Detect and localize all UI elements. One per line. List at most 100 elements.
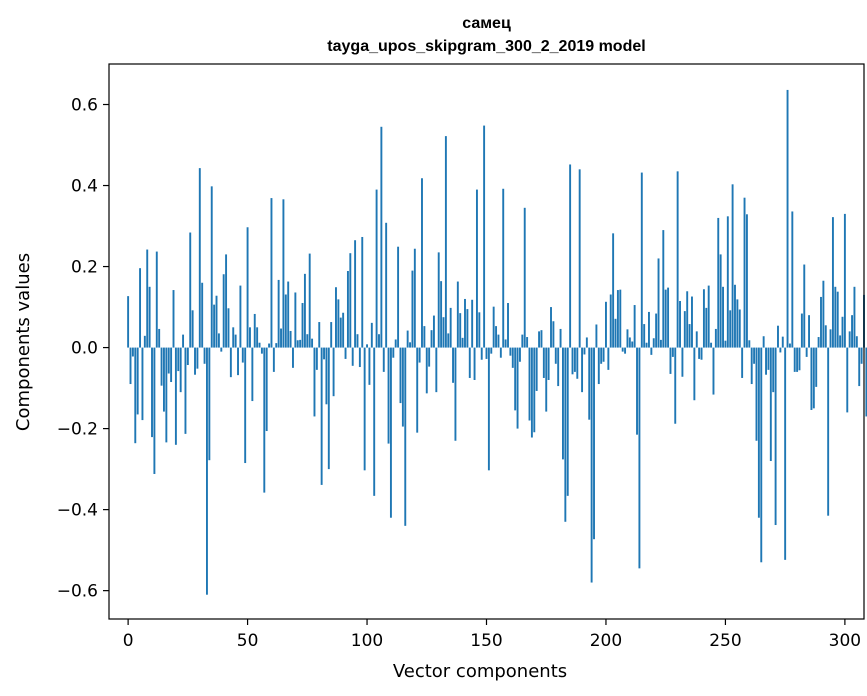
bar-304 <box>853 286 856 348</box>
bar-190 <box>581 347 584 393</box>
bar-32 <box>203 347 206 364</box>
x-tick-label: 200 <box>590 631 622 651</box>
bar-288 <box>815 347 818 387</box>
bar-216 <box>643 324 646 348</box>
bar-295 <box>831 217 834 348</box>
bar-2 <box>131 347 134 357</box>
bar-64 <box>280 328 282 348</box>
bar-230 <box>676 171 679 348</box>
bar-37 <box>215 295 218 348</box>
bar-114 <box>399 347 402 404</box>
bar-299 <box>841 316 844 348</box>
bar-42 <box>227 308 230 348</box>
bar-62 <box>275 343 278 348</box>
bar-161 <box>511 347 514 368</box>
bar-92 <box>346 271 349 348</box>
bar-151 <box>487 347 490 471</box>
bar-129 <box>435 347 438 393</box>
bar-10 <box>151 347 153 438</box>
bar-119 <box>411 270 414 348</box>
bar-63 <box>277 279 280 348</box>
bar-30 <box>198 168 201 348</box>
bar-273 <box>779 347 782 353</box>
bar-75 <box>306 334 309 348</box>
bar-180 <box>557 347 560 387</box>
bar-45 <box>234 334 237 348</box>
bar-192 <box>585 337 588 348</box>
bar-254 <box>734 284 736 348</box>
bar-139 <box>459 313 462 348</box>
bar-16 <box>165 347 168 443</box>
bar-266 <box>762 336 765 348</box>
bar-84 <box>327 347 330 470</box>
bar-47 <box>239 285 242 348</box>
bar-210 <box>628 337 631 348</box>
bar-147 <box>478 312 481 348</box>
bar-13 <box>158 328 161 348</box>
y-tick-label: 0.0 <box>71 339 98 359</box>
bar-15 <box>163 347 165 412</box>
bar-130 <box>437 252 440 348</box>
bar-117 <box>406 330 409 348</box>
bar-49 <box>244 347 247 464</box>
bar-98 <box>361 236 364 348</box>
bar-36 <box>213 304 216 348</box>
bar-168 <box>528 347 531 421</box>
bar-164 <box>518 347 521 362</box>
bar-300 <box>843 213 846 348</box>
bar-138 <box>456 281 459 348</box>
bar-277 <box>788 343 791 348</box>
bar-6 <box>141 347 144 421</box>
bar-35 <box>210 186 213 348</box>
bar-85 <box>330 322 333 348</box>
bar-218 <box>648 311 650 348</box>
bar-53 <box>253 313 256 348</box>
bar-144 <box>471 299 474 348</box>
bar-220 <box>652 338 655 348</box>
y-tick-label: 0.6 <box>71 96 98 116</box>
bar-241 <box>702 289 705 348</box>
bar-244 <box>710 342 713 348</box>
bar-113 <box>397 246 400 348</box>
bar-239 <box>698 347 701 359</box>
bar-289 <box>817 337 820 348</box>
bar-282 <box>800 313 803 348</box>
bar-24 <box>184 347 187 434</box>
bar-165 <box>521 334 524 348</box>
bar-120 <box>413 248 416 348</box>
bar-7 <box>143 335 146 348</box>
bar-225 <box>664 289 667 348</box>
bar-93 <box>349 253 352 348</box>
bar-263 <box>755 347 758 441</box>
bar-224 <box>662 230 665 348</box>
chart-subtitle: tayga_upos_skipgram_300_2_2019 model <box>327 38 645 55</box>
bar-173 <box>540 330 543 348</box>
bar-54 <box>256 327 259 348</box>
bar-298 <box>839 335 842 348</box>
bar-80 <box>318 322 321 348</box>
bar-141 <box>464 298 466 348</box>
bar-223 <box>659 339 662 348</box>
bar-221 <box>655 313 658 348</box>
bar-259 <box>745 214 748 348</box>
bar-43 <box>229 347 232 378</box>
bar-96 <box>356 334 359 348</box>
bar-46 <box>237 347 239 376</box>
bar-227 <box>669 347 672 374</box>
x-axis-ticks: 0 50 100 150 200 250 300 <box>123 619 861 651</box>
bar-226 <box>667 287 670 348</box>
bar-90 <box>342 312 345 348</box>
bar-71 <box>296 340 299 348</box>
bar-39 <box>220 347 223 352</box>
bar-207 <box>621 347 624 352</box>
bar-0 <box>127 296 130 348</box>
bar-4 <box>136 347 139 415</box>
bar-201 <box>607 347 610 370</box>
bar-143 <box>468 347 471 378</box>
bar-183 <box>564 347 567 522</box>
bar-219 <box>650 347 653 355</box>
y-tick-label: −0.6 <box>57 582 98 602</box>
bar-132 <box>442 317 445 348</box>
bar-169 <box>530 347 533 438</box>
